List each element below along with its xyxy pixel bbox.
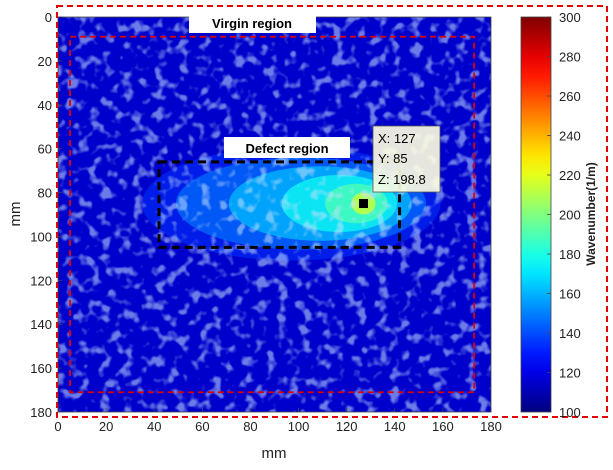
colorbar-tick-label: 220 (559, 168, 581, 183)
x-tick-label: 80 (243, 419, 257, 434)
x-tick-label: 20 (99, 419, 113, 434)
colorbar-tick-label: 280 (559, 50, 581, 65)
datatip-box (372, 125, 441, 193)
y-tick-label: 20 (38, 54, 52, 69)
colorbar-tick-label: 120 (559, 366, 581, 381)
x-tick-label: 120 (336, 419, 358, 434)
datatip-y: Y: 85 (378, 151, 408, 166)
datatip-marker[interactable] (359, 199, 369, 209)
x-tick-label: 40 (147, 419, 161, 434)
defect-region-label: Defect region (245, 141, 328, 156)
x-axis: 0 20 40 60 80 100 120 140 160 180 (54, 408, 502, 434)
colorbar-ticks: 100 120 140 160 180 200 220 240 260 280 300 (547, 10, 581, 420)
x-tick-label: 100 (288, 419, 310, 434)
virgin-region-label: Virgin region (212, 16, 292, 31)
y-tick-label: 0 (45, 10, 52, 25)
datatip-z: Z: 198.8 (378, 172, 426, 187)
colorbar-tick-label: 200 (559, 208, 581, 223)
x-axis-label: mm (262, 445, 287, 462)
colorbar-tick-label: 160 (559, 287, 581, 302)
defect-region-box (157, 160, 402, 249)
y-tick-label: 160 (30, 361, 52, 376)
datatip-x: X: 127 (378, 131, 416, 146)
x-tick-label: 140 (384, 419, 406, 434)
colorbar-tick-label: 100 (559, 405, 581, 420)
y-tick-label: 60 (38, 142, 52, 157)
colorbar-scale (520, 16, 552, 413)
colorbar: 100 120 140 160 180 200 220 240 260 280 300 Wavenu… (520, 10, 598, 420)
x-tick-label: 180 (480, 419, 502, 434)
colorbar-tick-label: 180 (559, 247, 581, 262)
x-tick-label: 0 (54, 419, 61, 434)
y-tick-label: 180 (30, 405, 52, 420)
heatmap-plot-area (58, 17, 491, 412)
y-axis-label: mm (7, 202, 24, 227)
defect-label-box (224, 137, 350, 158)
y-tick-label: 40 (38, 98, 52, 113)
virgin-outer-dashed-box (56, 5, 608, 418)
virgin-label-box (189, 13, 316, 33)
y-tick-label: 120 (30, 273, 52, 288)
y-tick-label: 80 (38, 186, 52, 201)
colorbar-label: Wavenumber(1/m) (584, 162, 598, 266)
y-tick-label: 140 (30, 317, 52, 332)
heatmap-texture (58, 17, 491, 412)
colorbar-tick-label: 300 (559, 10, 581, 25)
x-tick-label: 160 (432, 419, 454, 434)
colorbar-tick-label: 240 (559, 129, 581, 144)
colorbar-tick-label: 140 (559, 326, 581, 341)
y-axis: 0 20 40 60 80 100 120 140 160 180 (30, 10, 62, 420)
x-tick-label: 60 (195, 419, 209, 434)
annotations: Virgin region Defect region X: 127 Y: 85… (56, 5, 608, 418)
y-tick-label: 100 (30, 229, 52, 244)
colorbar-tick-label: 260 (559, 89, 581, 104)
virgin-region-box (69, 35, 476, 394)
